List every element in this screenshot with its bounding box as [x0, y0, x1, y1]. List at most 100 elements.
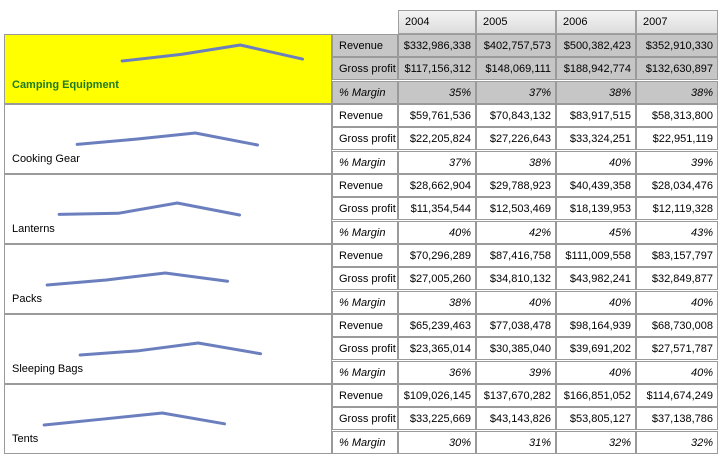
value-cell[interactable]: $27,005,260: [398, 267, 476, 290]
value-cell[interactable]: 31%: [476, 431, 556, 454]
value-cell[interactable]: $83,917,515: [556, 104, 636, 127]
category-label-cell[interactable]: Packs: [4, 244, 332, 314]
value-cell[interactable]: $188,942,774: [556, 57, 636, 80]
category-label-cell[interactable]: Lanterns: [4, 174, 332, 244]
year-header-2007[interactable]: 2007: [636, 10, 718, 34]
sparkline-series: [42, 411, 227, 427]
category-label-cell[interactable]: Tents: [4, 384, 332, 454]
value-cell[interactable]: 39%: [636, 151, 718, 174]
value-cell[interactable]: $53,805,127: [556, 407, 636, 430]
category-label-cell[interactable]: Cooking Gear: [4, 104, 332, 174]
metric-row: Gross profit $33,225,669 $43,143,826 $53,80…: [332, 407, 718, 430]
value-cell[interactable]: $33,225,669: [398, 407, 476, 430]
value-cell[interactable]: $22,205,824: [398, 127, 476, 150]
value-cell[interactable]: $166,851,052: [556, 384, 636, 407]
metric-row: Gross profit $117,156,312 $148,069,111 $188…: [332, 57, 718, 80]
value-cell[interactable]: $98,164,939: [556, 314, 636, 337]
value-cell[interactable]: $32,849,877: [636, 267, 718, 290]
value-cell[interactable]: $18,139,953: [556, 197, 636, 220]
value-cell[interactable]: $22,951,119: [636, 127, 718, 150]
value-cell[interactable]: $83,157,797: [636, 244, 718, 267]
value-cell[interactable]: $58,313,800: [636, 104, 718, 127]
metric-row: Gross profit $22,205,824 $27,226,643 $33,32…: [332, 127, 718, 150]
value-cell[interactable]: 30%: [398, 431, 476, 454]
value-cell[interactable]: $114,674,249: [636, 384, 718, 407]
value-cell[interactable]: $137,670,282: [476, 384, 556, 407]
value-cell[interactable]: $87,416,758: [476, 244, 556, 267]
value-cell[interactable]: $27,226,643: [476, 127, 556, 150]
value-cell[interactable]: $43,982,241: [556, 267, 636, 290]
category-name: Camping Equipment: [12, 79, 119, 91]
value-cell[interactable]: 38%: [556, 81, 636, 104]
sparkline-series: [75, 131, 260, 147]
value-cell[interactable]: 39%: [476, 361, 556, 384]
value-cell[interactable]: $111,009,558: [556, 244, 636, 267]
value-cell[interactable]: $28,662,904: [398, 174, 476, 197]
value-cell[interactable]: 38%: [476, 151, 556, 174]
value-cell[interactable]: 37%: [398, 151, 476, 174]
value-cell[interactable]: $12,503,469: [476, 197, 556, 220]
metric-row: Revenue $70,296,289 $87,416,758 $111,009,55…: [332, 244, 718, 267]
value-cell[interactable]: $11,354,544: [398, 197, 476, 220]
value-cell[interactable]: $109,026,145: [398, 384, 476, 407]
value-cell[interactable]: $65,239,463: [398, 314, 476, 337]
value-cell[interactable]: $39,691,202: [556, 337, 636, 360]
value-cell[interactable]: $77,038,478: [476, 314, 556, 337]
metric-row: % Margin 40% 42% 45% 43%: [332, 221, 718, 244]
value-cell[interactable]: 40%: [556, 151, 636, 174]
value-cell[interactable]: $148,069,111: [476, 57, 556, 80]
year-header-2006[interactable]: 2006: [556, 10, 636, 34]
value-cell[interactable]: $23,365,014: [398, 337, 476, 360]
metric-label: % Margin: [332, 291, 398, 314]
value-cell[interactable]: $402,757,573: [476, 34, 556, 57]
category-name: Cooking Gear: [12, 153, 80, 165]
year-header-2005[interactable]: 2005: [476, 10, 556, 34]
value-cell[interactable]: $27,571,787: [636, 337, 718, 360]
value-cell[interactable]: 37%: [476, 81, 556, 104]
value-cell[interactable]: 40%: [556, 291, 636, 314]
metric-row: Revenue $332,986,338 $402,757,573 $500,382,…: [332, 34, 718, 57]
metric-row: Revenue $65,239,463 $77,038,478 $98,164,939…: [332, 314, 718, 337]
value-cell[interactable]: 38%: [398, 291, 476, 314]
value-cell[interactable]: 32%: [636, 431, 718, 454]
value-cell[interactable]: $117,156,312: [398, 57, 476, 80]
value-cell[interactable]: $68,730,008: [636, 314, 718, 337]
value-cell[interactable]: $352,910,330: [636, 34, 718, 57]
value-cell[interactable]: $70,843,132: [476, 104, 556, 127]
value-cell[interactable]: $70,296,289: [398, 244, 476, 267]
value-cell[interactable]: $12,119,328: [636, 197, 718, 220]
metric-row: % Margin 36% 39% 40% 40%: [332, 361, 718, 384]
value-cell[interactable]: $29,788,923: [476, 174, 556, 197]
value-cell[interactable]: $59,761,536: [398, 104, 476, 127]
value-cell[interactable]: $37,138,786: [636, 407, 718, 430]
year-header-2004[interactable]: 2004: [398, 10, 476, 34]
value-cell[interactable]: 38%: [636, 81, 718, 104]
sparkline-series: [57, 201, 242, 217]
metric-label: Revenue: [332, 34, 398, 57]
value-cell[interactable]: 40%: [398, 221, 476, 244]
sparkline-series: [120, 43, 305, 63]
value-cell[interactable]: $33,324,251: [556, 127, 636, 150]
value-cell[interactable]: $40,439,358: [556, 174, 636, 197]
value-cell[interactable]: $132,630,897: [636, 57, 718, 80]
value-cell[interactable]: $43,143,826: [476, 407, 556, 430]
value-cell[interactable]: $500,382,423: [556, 34, 636, 57]
value-cell[interactable]: 40%: [636, 361, 718, 384]
value-cell[interactable]: 35%: [398, 81, 476, 104]
value-cell[interactable]: 45%: [556, 221, 636, 244]
value-cell[interactable]: $30,385,040: [476, 337, 556, 360]
value-cell[interactable]: 36%: [398, 361, 476, 384]
value-cell[interactable]: $28,034,476: [636, 174, 718, 197]
category-label-cell[interactable]: Sleeping Bags: [4, 314, 332, 384]
category-label-cell[interactable]: Camping Equipment: [4, 34, 332, 104]
value-cell[interactable]: 32%: [556, 431, 636, 454]
value-cell[interactable]: 43%: [636, 221, 718, 244]
metric-label: Gross profit: [332, 407, 398, 430]
value-cell[interactable]: 42%: [476, 221, 556, 244]
value-cell[interactable]: $34,810,132: [476, 267, 556, 290]
value-cell[interactable]: 40%: [636, 291, 718, 314]
revenue-sparkline: [78, 341, 263, 357]
value-cell[interactable]: 40%: [556, 361, 636, 384]
value-cell[interactable]: 40%: [476, 291, 556, 314]
value-cell[interactable]: $332,986,338: [398, 34, 476, 57]
